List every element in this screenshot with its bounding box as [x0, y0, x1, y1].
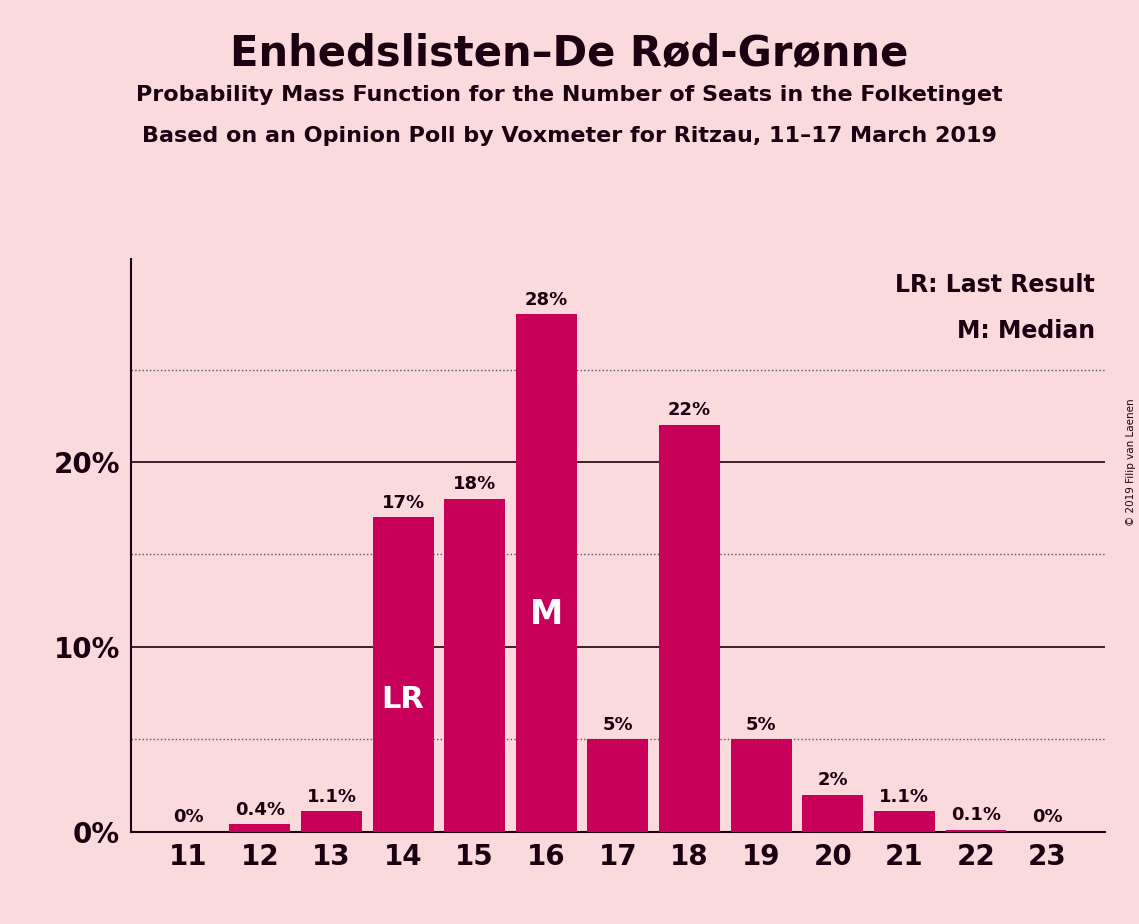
Text: M: Median: M: Median: [957, 319, 1095, 343]
Text: 22%: 22%: [667, 402, 711, 419]
Bar: [945, 830, 1007, 832]
Bar: [372, 517, 434, 832]
Text: © 2019 Filip van Laenen: © 2019 Filip van Laenen: [1126, 398, 1136, 526]
Text: 5%: 5%: [603, 716, 633, 734]
Text: 0.1%: 0.1%: [951, 807, 1001, 824]
Bar: [731, 739, 792, 832]
Text: Based on an Opinion Poll by Voxmeter for Ritzau, 11–17 March 2019: Based on an Opinion Poll by Voxmeter for…: [142, 126, 997, 146]
Text: 0.4%: 0.4%: [235, 801, 285, 819]
Text: 17%: 17%: [382, 494, 425, 512]
Bar: [516, 314, 576, 832]
Text: 1.1%: 1.1%: [306, 788, 357, 806]
Bar: [588, 739, 648, 832]
Text: 0%: 0%: [173, 808, 204, 826]
Bar: [802, 795, 863, 832]
Text: Enhedslisten–De Rød-Grønne: Enhedslisten–De Rød-Grønne: [230, 32, 909, 74]
Bar: [301, 811, 362, 832]
Bar: [444, 499, 505, 832]
Text: 5%: 5%: [746, 716, 777, 734]
Text: 18%: 18%: [453, 476, 497, 493]
Bar: [659, 425, 720, 832]
Text: LR: LR: [382, 686, 425, 714]
Bar: [229, 824, 290, 832]
Text: 0%: 0%: [1032, 808, 1063, 826]
Text: Probability Mass Function for the Number of Seats in the Folketinget: Probability Mass Function for the Number…: [137, 85, 1002, 105]
Text: LR: Last Result: LR: Last Result: [895, 274, 1095, 297]
Text: 2%: 2%: [818, 772, 849, 789]
Text: 1.1%: 1.1%: [879, 788, 929, 806]
Text: M: M: [530, 598, 563, 631]
Text: 28%: 28%: [525, 291, 568, 309]
Bar: [874, 811, 935, 832]
